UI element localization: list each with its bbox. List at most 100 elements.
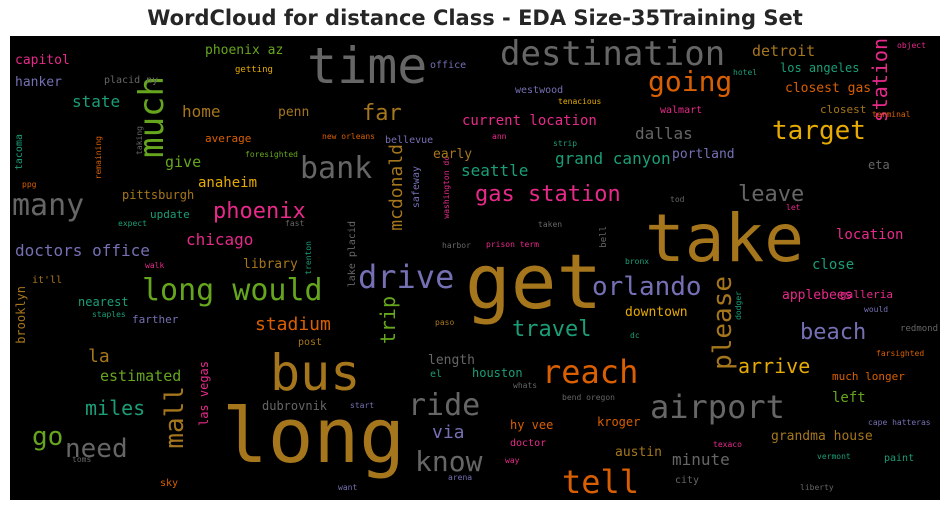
word-beach: beach [800, 320, 867, 345]
word-bronx: bronx [625, 257, 650, 266]
word-it-ll: it'll [32, 275, 63, 286]
word-many: many [12, 188, 85, 223]
word-galleria: galleria [840, 288, 893, 301]
word-phoenix-az: phoenix az [205, 43, 284, 58]
word-washington-dc: washington dc [442, 156, 451, 219]
word-vermont: vermont [817, 452, 851, 461]
word-tenacious: tenacious [558, 97, 602, 106]
word-las-vegas: las vegas [197, 361, 211, 427]
word-arrive: arrive [738, 354, 811, 378]
word-arena: arena [448, 473, 473, 482]
word-would: would [864, 305, 889, 314]
word-farsighted: farsighted [876, 349, 925, 358]
word-reach: reach [542, 353, 639, 391]
word-nearest: nearest [78, 295, 129, 309]
word-trenton: trenton [304, 241, 313, 275]
word-bus: bus [270, 344, 361, 402]
word-closest: closest [820, 103, 867, 116]
word-tod: tod [670, 195, 685, 204]
word-lake-placid: lake placid [347, 221, 358, 288]
word-give: give [165, 153, 202, 171]
word-los-angeles: los angeles [780, 61, 860, 75]
word-houston: houston [472, 366, 523, 380]
word-early: early [433, 147, 473, 162]
word-new-orleans: new orleans [322, 132, 375, 141]
word-post: post [298, 337, 323, 348]
word-seattle: seattle [461, 161, 529, 180]
word-cape-hatteras: cape hatteras [868, 418, 931, 427]
word-doctors-office: doctors office [15, 241, 150, 260]
word-penn: penn [278, 105, 310, 120]
word-staples: staples [92, 310, 126, 319]
word-eta: eta [868, 158, 890, 172]
word-grand-canyon: grand canyon [555, 149, 671, 168]
word-bend-oregon: bend oregon [562, 393, 615, 402]
word-hanker: hanker [15, 75, 62, 90]
word-long: long [222, 391, 406, 480]
word-take: take [645, 200, 804, 277]
word-liberty: liberty [800, 483, 834, 492]
word-placid-ny: placid ny [104, 75, 159, 86]
word-farther: farther [132, 313, 179, 326]
word-austin: austin [615, 445, 662, 460]
word-want: want [338, 483, 358, 492]
word-walk: walk [145, 261, 165, 270]
word-close: close [812, 257, 855, 273]
word-drive: drive [358, 258, 455, 296]
word-foresighted: foresighted [245, 150, 298, 159]
word-miles: miles [85, 396, 146, 420]
word-update: update [150, 208, 190, 221]
word-el: el [430, 369, 443, 380]
word-way: way [505, 456, 520, 465]
word-mcdonald: mcdonald [386, 144, 407, 231]
word-ppg: ppg [22, 180, 37, 189]
word-pittsburgh: pittsburgh [122, 188, 195, 202]
word-phoenix: phoenix [213, 199, 306, 224]
word-long-would: long would [142, 273, 323, 308]
word-capitol: capitol [15, 53, 70, 68]
word-terminal: terminal [872, 110, 911, 119]
word-bank: bank [300, 151, 373, 186]
word-hotel: hotel [733, 68, 758, 77]
word-office: office [430, 60, 467, 71]
word-gas-station: gas station [475, 182, 621, 207]
word-going: going [648, 65, 733, 98]
word-la: la [88, 346, 110, 367]
word-walmart: walmart [660, 105, 703, 116]
word-target: target [772, 116, 866, 146]
word-library: library [243, 257, 298, 272]
word-tell: tell [562, 463, 640, 500]
word-dubrovnik: dubrovnik [262, 399, 328, 413]
word-object: object [897, 41, 926, 50]
word-safeway: safeway [411, 166, 422, 209]
word-fast: fast [285, 219, 305, 228]
word-minute: minute [672, 450, 730, 469]
word-left: left [832, 390, 866, 406]
word-location: location [836, 227, 904, 243]
word-bell: bell [599, 226, 609, 248]
word-ann: ann [492, 132, 507, 141]
word-texaco: texaco [713, 440, 742, 449]
word-harbor: harbor [442, 241, 471, 250]
word-doctor: doctor [510, 438, 547, 449]
word-go: go [32, 422, 64, 452]
word-remaining: remaining [94, 136, 103, 180]
word-length: length [428, 353, 475, 368]
word-let: let [786, 203, 801, 212]
word-taking: taking [135, 126, 144, 155]
word-grandma-house: grandma house [771, 429, 873, 444]
word-hy-vee: hy vee [510, 418, 554, 432]
word-mall: mall [160, 386, 190, 449]
word-estimated: estimated [100, 367, 182, 385]
word-tacoma: tacoma [14, 134, 25, 171]
word-anaheim: anaheim [198, 175, 258, 191]
word-need: need [65, 434, 128, 464]
word-leave: leave [738, 182, 805, 207]
word-downtown: downtown [625, 305, 688, 320]
word-westwood: westwood [515, 85, 564, 96]
word-know: know [415, 445, 483, 478]
word-brooklyn: brooklyn [14, 286, 28, 344]
word-trip: trip [376, 296, 400, 345]
word-current-location: current location [462, 113, 597, 129]
word-home: home [182, 102, 221, 121]
